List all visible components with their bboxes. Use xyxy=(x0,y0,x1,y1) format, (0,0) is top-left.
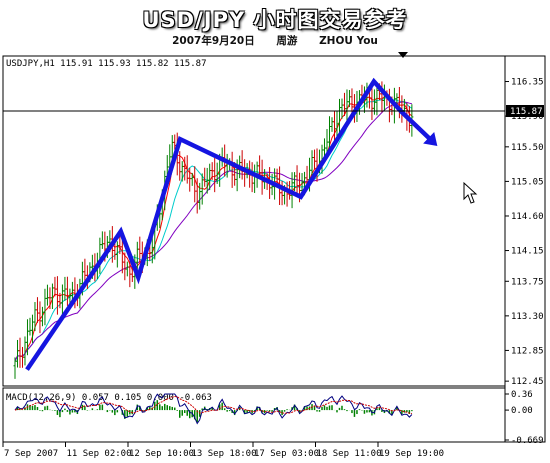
time-tick-label: 12 Sep 10:00 xyxy=(129,449,194,459)
author-en: ZHOU You xyxy=(319,35,378,47)
mouse-cursor-icon xyxy=(463,181,478,204)
price-tick-label: 112.85 xyxy=(511,346,544,356)
macd-signal-line xyxy=(14,395,412,414)
macd-tick-label: -0.669 xyxy=(511,436,544,446)
macd-tick-label: 0.00 xyxy=(511,406,533,416)
time-tick-label: 7 Sep 2007 xyxy=(4,449,58,459)
macd-tick-label: 0.36 xyxy=(511,390,533,400)
price-tick-label: 113.30 xyxy=(511,312,544,322)
author-cn: 周游 xyxy=(276,35,298,47)
chart-date: 2007年9月20日 xyxy=(172,35,255,47)
time-tick-label: 11 Sep 02:00 xyxy=(67,449,132,459)
time-tick-label: 17 Sep 03:00 xyxy=(254,449,319,459)
price-tick-label: 116.35 xyxy=(511,78,544,88)
trend-arrowhead-icon xyxy=(423,131,438,147)
macd-indicator: 0.36 0.00 -0.669 xyxy=(14,390,544,446)
price-axis: 116.35 115.90 115.50 115.05 114.60 114.15 113.… xyxy=(505,78,544,387)
trend-arrow xyxy=(25,77,438,371)
chart-info-label: USDJPY,H1 115.91 115.93 115.82 115.87 xyxy=(6,59,206,69)
price-tick-label: 113.75 xyxy=(511,277,544,287)
chart-shift-marker[interactable] xyxy=(398,52,408,58)
price-tick-label: 114.60 xyxy=(511,212,544,222)
macd-label: MACD(12,26,9) 0.057 0.105 0.000 -0.063 xyxy=(6,393,212,403)
macd-panel xyxy=(2,387,506,443)
time-tick-label: 13 Sep 18:00 xyxy=(192,449,257,459)
price-tick-label: 115.90 xyxy=(511,112,544,122)
time-tick-label: 18 Sep 11:00 xyxy=(317,449,382,459)
price-tick-label: 115.05 xyxy=(511,177,544,187)
current-price-badge xyxy=(506,105,544,117)
ma-slow-line xyxy=(14,101,412,362)
price-tick-label: 115.50 xyxy=(511,143,544,153)
price-panel xyxy=(2,55,506,387)
price-tick-label: 112.45 xyxy=(511,377,544,387)
page-title: USD/JPY 小时图交易参考 xyxy=(142,8,408,32)
trend-zigzag-line xyxy=(25,77,432,371)
price-axis-panel xyxy=(504,55,546,443)
time-tick-label: 19 Sep 19:00 xyxy=(379,449,444,459)
current-price-label: 115.87 xyxy=(510,107,543,117)
price-tick-label: 114.15 xyxy=(511,247,544,257)
subtitle: 2007年9月20日 周游 ZHOU You xyxy=(0,33,550,48)
